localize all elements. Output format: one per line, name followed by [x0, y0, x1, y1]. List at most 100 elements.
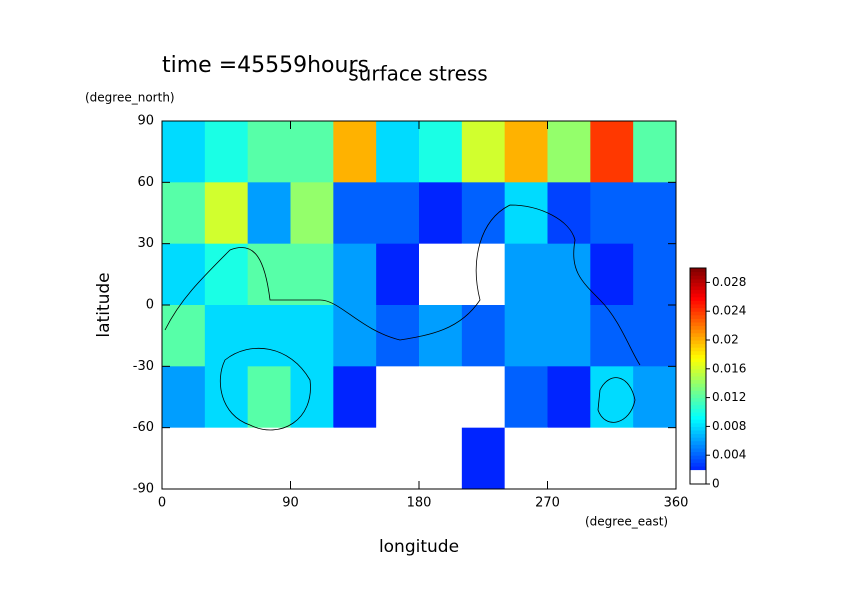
cell	[247, 182, 291, 245]
colorbar-band	[690, 412, 706, 417]
cell	[504, 305, 548, 367]
colorbar-band	[690, 314, 706, 319]
x-tick-label: 360	[664, 496, 689, 511]
colorbar-band	[690, 336, 706, 341]
cell	[419, 243, 463, 306]
cell	[162, 182, 206, 245]
cell	[376, 121, 420, 183]
cell	[162, 366, 206, 429]
colorbar-band	[690, 419, 706, 424]
cell	[547, 366, 591, 429]
colorbar-tick-label: 0.028	[712, 275, 746, 289]
colorbar-band	[690, 476, 706, 481]
cell	[290, 366, 334, 429]
cell	[162, 427, 206, 490]
cell	[247, 366, 291, 429]
colorbar-band	[690, 325, 706, 330]
cell	[547, 427, 591, 490]
cell	[547, 182, 591, 245]
subtitle: time =45559hours	[162, 53, 369, 78]
cell	[633, 121, 677, 183]
y-tick-label: -90	[133, 482, 154, 497]
colorbar-tick-label: 0	[712, 477, 720, 491]
cell	[290, 427, 334, 490]
cell	[333, 121, 377, 183]
cell	[590, 427, 634, 490]
colorbar-band	[690, 293, 706, 298]
y-tick-label: -30	[133, 359, 154, 374]
colorbar-band	[690, 394, 706, 399]
cell	[633, 427, 677, 490]
y-tick-label: 60	[137, 175, 154, 190]
x-tick-label: 180	[407, 496, 432, 511]
cell	[461, 305, 506, 367]
colorbar-tick-label: 0.024	[712, 304, 746, 318]
colorbar-band	[690, 444, 706, 449]
cell	[419, 305, 463, 367]
colorbar-band	[690, 379, 706, 384]
colorbar-band	[690, 469, 706, 474]
cell	[290, 121, 334, 183]
colorbar-band	[690, 372, 706, 377]
cell	[204, 182, 249, 245]
colorbar-tick-label: 0.016	[712, 361, 746, 375]
colorbar-band	[690, 426, 706, 431]
chart-title: surface stress	[348, 62, 487, 86]
colorbar-band	[690, 289, 706, 294]
colorbar-band	[690, 304, 706, 309]
colorbar-band	[690, 300, 706, 305]
colorbar-frame	[689, 267, 707, 485]
cell	[376, 366, 420, 429]
colorbar-band	[690, 296, 706, 301]
colorbar-tick-label: 0.008	[712, 419, 746, 433]
cell	[247, 427, 291, 490]
colorbar-tick-label: 0.004	[712, 448, 746, 462]
colorbar-band	[690, 354, 706, 359]
coastlines	[164, 204, 641, 431]
colorbar-band	[690, 329, 706, 334]
cell	[461, 243, 506, 306]
cell	[162, 121, 206, 183]
cell	[590, 366, 634, 429]
cell	[504, 243, 548, 306]
colorbar-band	[690, 408, 706, 413]
colorbar-band	[690, 275, 706, 280]
colorbar-band	[690, 307, 706, 312]
colorbar-band	[690, 311, 706, 316]
colorbar-band	[690, 433, 706, 438]
cell	[162, 305, 206, 367]
y-tick-label: 30	[137, 236, 154, 251]
cell	[333, 305, 377, 367]
colorbar-band	[690, 480, 706, 485]
cell	[376, 305, 420, 367]
x-tick-label: 90	[282, 496, 299, 511]
y-units: (degree_north)	[85, 91, 175, 105]
colorbar-tick-label: 0.02	[712, 333, 739, 347]
cell	[290, 243, 334, 306]
colorbar-band	[690, 437, 706, 442]
colorbar-band	[690, 473, 706, 478]
cell	[333, 182, 377, 245]
colorbar-band	[690, 397, 706, 402]
cell	[633, 243, 677, 306]
colorbar-band	[690, 458, 706, 463]
cell	[333, 427, 377, 490]
colorbar-band	[690, 430, 706, 435]
cell	[461, 121, 506, 183]
cell	[461, 366, 506, 429]
colorbar-band	[690, 401, 706, 406]
cell	[590, 182, 634, 245]
cell	[547, 121, 591, 183]
colorbar-band	[690, 455, 706, 460]
cell	[504, 427, 548, 490]
colorbar-band	[690, 286, 706, 291]
colorbar-band	[690, 440, 706, 445]
colorbar-band	[690, 390, 706, 395]
y-tick-label: 90	[137, 114, 154, 129]
cell	[547, 243, 591, 306]
cell	[376, 243, 420, 306]
cell	[333, 243, 377, 306]
field	[162, 121, 677, 490]
colorbar-band	[690, 271, 706, 276]
